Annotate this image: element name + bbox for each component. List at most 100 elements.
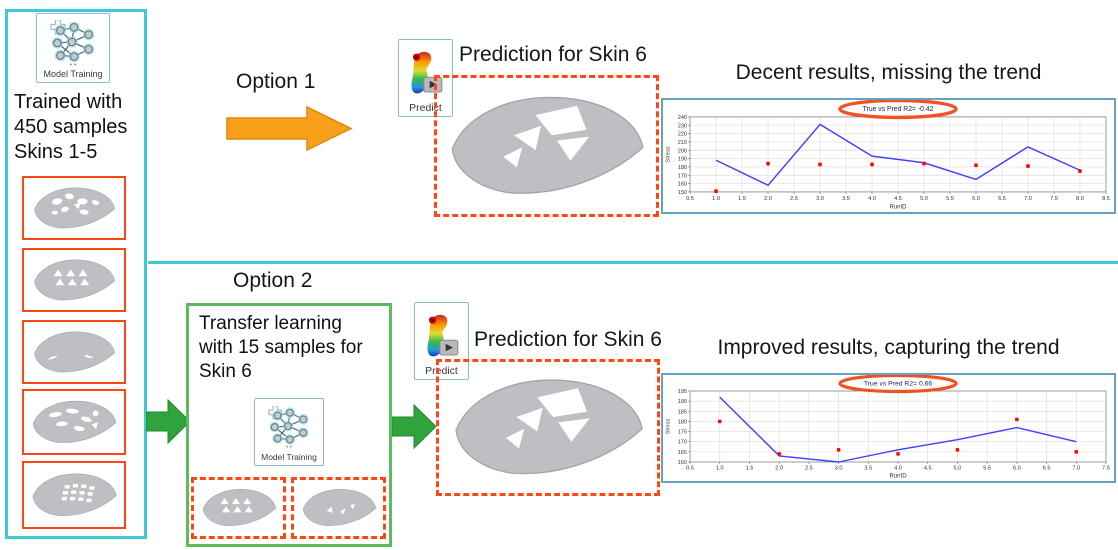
- svg-text:170: 170: [678, 440, 687, 446]
- svg-text:190: 190: [678, 157, 687, 163]
- skin-thumbnail-5: [22, 461, 126, 529]
- svg-text:4.5: 4.5: [894, 196, 902, 202]
- option2-flow-arrow-out-icon: [392, 403, 437, 450]
- svg-text:200: 200: [678, 148, 687, 154]
- svg-text:6.5: 6.5: [998, 196, 1006, 202]
- svg-text:True vs Pred R2= 0.66: True vs Pred R2= 0.66: [864, 381, 933, 388]
- svg-text:Stress: Stress: [666, 146, 672, 163]
- svg-text:2.5: 2.5: [805, 466, 813, 472]
- option1-label: Option 1: [236, 70, 316, 93]
- predicted-hood-icon: [441, 362, 655, 493]
- model-training-label: Model Training: [43, 69, 103, 79]
- svg-text:8.0: 8.0: [1076, 196, 1084, 202]
- svg-text:150: 150: [678, 190, 687, 196]
- predict-button-option1: Predict: [398, 39, 453, 117]
- training-line-1: Trained with: [14, 91, 123, 113]
- predict-button-option2: Predict: [414, 302, 469, 380]
- svg-text:6.0: 6.0: [972, 196, 980, 202]
- svg-text:RunID: RunID: [890, 203, 908, 210]
- car-hood-icon: [27, 324, 121, 380]
- svg-text:6.5: 6.5: [1043, 466, 1051, 472]
- svg-text:2.5: 2.5: [790, 196, 798, 202]
- skin-thumbnail-3: [22, 320, 126, 384]
- svg-text:0.5: 0.5: [686, 466, 694, 472]
- svg-text:180: 180: [678, 165, 687, 171]
- svg-text:4.0: 4.0: [868, 196, 876, 202]
- car-hood-icon: [27, 252, 121, 308]
- svg-text:7.0: 7.0: [1072, 466, 1080, 472]
- svg-text:210: 210: [678, 140, 687, 146]
- svg-text:240: 240: [678, 115, 687, 121]
- car-hood-icon: [298, 482, 380, 534]
- model-training-button: Model Training: [36, 13, 110, 83]
- svg-text:Stress: Stress: [666, 418, 672, 434]
- option1-flow-arrow-icon: [226, 105, 353, 152]
- svg-text:220: 220: [678, 132, 687, 138]
- car-hood-icon: [27, 465, 121, 525]
- svg-text:5.5: 5.5: [983, 466, 991, 472]
- svg-text:230: 230: [678, 123, 687, 129]
- skin6-sample-thumbnail-1: [191, 477, 286, 539]
- model-training-label: Model Training: [261, 452, 317, 462]
- svg-text:165: 165: [678, 450, 687, 456]
- svg-text:1.5: 1.5: [738, 196, 746, 202]
- section-divider: [148, 261, 1118, 264]
- option1-chart-frame: 0.5 1.0 1.5 2.0 2.5 3.0 3.5 4.0 4.5 5.0 5.5 6.0 6.5 7…: [661, 98, 1116, 214]
- car-hood-icon: [198, 482, 280, 534]
- results-chart-option1: 0.5 1.0 1.5 2.0 2.5 3.0 3.5 4.0 4.5 5.0 5.5 6.0 6.5 7…: [663, 100, 1114, 212]
- svg-text:0.5: 0.5: [686, 196, 694, 202]
- training-line-3: Skins 1-5: [14, 141, 98, 163]
- svg-text:8.5: 8.5: [1102, 196, 1110, 202]
- option2-flow-arrow-in-icon: [146, 398, 191, 445]
- svg-text:160: 160: [678, 182, 687, 188]
- svg-text:4.0: 4.0: [894, 466, 902, 472]
- svg-text:170: 170: [678, 173, 687, 179]
- fea-part-play-icon: [417, 306, 466, 366]
- svg-text:2.0: 2.0: [775, 466, 783, 472]
- svg-text:1.0: 1.0: [712, 196, 720, 202]
- option2-prediction-heading: Prediction for Skin 6: [474, 328, 662, 351]
- predict-label: Predict: [409, 102, 442, 114]
- results-chart-option2: 0.5 1.0 1.5 2.0 2.5 3.0 3.5 4.0 4.5 5.0 5.5 6.0 6.5 7…: [663, 375, 1114, 481]
- skin6-sample-thumbnail-2: [291, 477, 386, 539]
- skin-thumbnail-2: [22, 248, 126, 312]
- svg-text:190: 190: [678, 399, 687, 405]
- neural-network-icon: [257, 402, 321, 452]
- predict-label: Predict: [425, 365, 458, 377]
- svg-text:1.0: 1.0: [716, 466, 724, 472]
- option2-label: Option 2: [233, 269, 313, 292]
- option2-predicted-skin-box: [436, 359, 660, 496]
- svg-text:5.0: 5.0: [920, 196, 928, 202]
- svg-text:7.0: 7.0: [1024, 196, 1032, 202]
- car-hood-icon: [27, 180, 121, 236]
- svg-text:7.5: 7.5: [1102, 466, 1110, 472]
- transfer-learning-text: Transfer learning with 15 samples for Sk…: [199, 313, 363, 382]
- svg-text:True vs Pred R2= -0.42: True vs Pred R2= -0.42: [863, 106, 934, 113]
- training-line-2: 450 samples: [14, 116, 128, 138]
- svg-text:175: 175: [678, 430, 687, 436]
- svg-text:5.5: 5.5: [946, 196, 954, 202]
- svg-text:5.0: 5.0: [954, 466, 962, 472]
- svg-text:7.5: 7.5: [1050, 196, 1058, 202]
- model-training-button-option2: Model Training: [254, 398, 324, 466]
- car-hood-icon: [27, 393, 121, 451]
- option2-result-heading: Improved results, capturing the trend: [717, 336, 1060, 359]
- svg-text:185: 185: [678, 409, 687, 415]
- svg-text:4.5: 4.5: [924, 466, 932, 472]
- option2-chart-frame: 0.5 1.0 1.5 2.0 2.5 3.0 3.5 4.0 4.5 5.0 5.5 6.0 6.5 7…: [661, 373, 1116, 483]
- option1-result-heading: Decent results, missing the trend: [735, 61, 1042, 84]
- svg-text:6.0: 6.0: [1013, 466, 1021, 472]
- svg-text:3.5: 3.5: [842, 196, 850, 202]
- option1-predicted-skin-box: [434, 75, 659, 217]
- svg-text:1.5: 1.5: [746, 466, 754, 472]
- svg-text:3.0: 3.0: [835, 466, 843, 472]
- skin-thumbnail-4: [22, 389, 126, 455]
- svg-text:3.5: 3.5: [864, 466, 872, 472]
- svg-text:180: 180: [678, 419, 687, 425]
- training-description: Trained with 450 samples Skins 1-5: [14, 90, 127, 165]
- predicted-hood-icon: [439, 78, 654, 214]
- svg-text:160: 160: [678, 460, 687, 466]
- svg-text:2.0: 2.0: [764, 196, 772, 202]
- svg-text:3.0: 3.0: [816, 196, 824, 202]
